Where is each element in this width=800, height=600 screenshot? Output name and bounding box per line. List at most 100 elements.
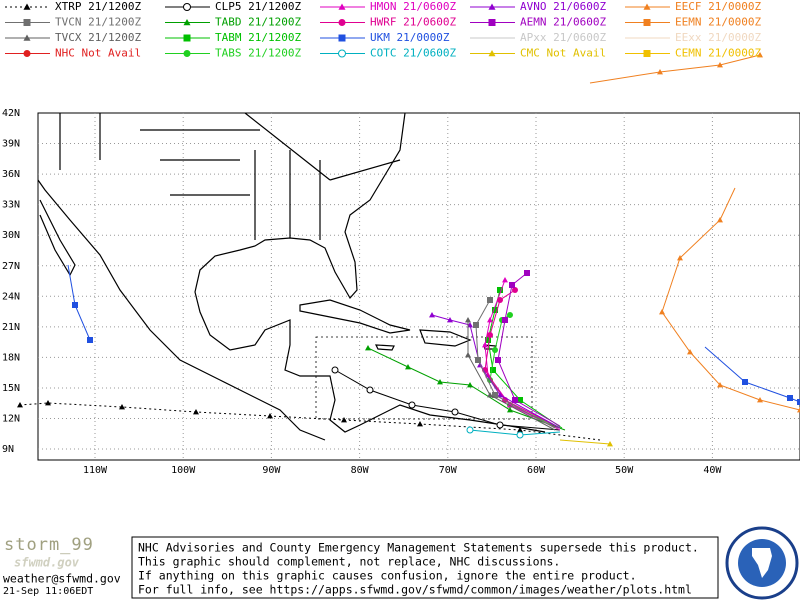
marker: [492, 392, 498, 398]
marker: [45, 400, 51, 406]
legend-label: EEMN 21/0000Z: [675, 16, 761, 29]
legend: XTRP 21/1200Z CLP5 21/1200Z HMON 21/0600Z A…: [5, 0, 761, 60]
marker: [331, 366, 339, 374]
map-frame: [37, 112, 800, 461]
marker: [341, 417, 347, 423]
notice-box: [131, 536, 719, 599]
marker: [717, 62, 723, 68]
legend-label: TABM 21/1200Z: [215, 31, 301, 44]
marker: [467, 382, 473, 388]
track: [431, 314, 561, 429]
lat-label: 9N: [2, 444, 14, 455]
zone-box: [315, 336, 533, 420]
track: [589, 54, 761, 84]
logo: [725, 526, 799, 600]
marker: [607, 441, 613, 447]
track: [367, 347, 566, 431]
lat-label: 39N: [2, 139, 20, 150]
legend-label: TABS 21/1200Z: [215, 47, 301, 60]
email: weather@sfwmd.gov: [3, 572, 121, 586]
marker: [447, 317, 453, 323]
marker: [512, 287, 518, 293]
marker: [757, 52, 763, 58]
marker: [437, 379, 443, 385]
marker: [497, 392, 503, 398]
legend-label: CLP5 21/1200Z: [215, 0, 301, 13]
brand: storm_99: [4, 535, 94, 555]
marker: [502, 277, 508, 283]
marker: [408, 401, 416, 409]
marker: [495, 357, 501, 363]
marker: [717, 382, 723, 388]
marker: [183, 34, 191, 42]
marker: [497, 297, 503, 303]
track: [559, 439, 611, 445]
notice-line: This graphic should complement, not repl…: [138, 555, 560, 569]
lon-label: 110W: [83, 465, 108, 476]
marker: [267, 413, 273, 419]
marker: [757, 397, 763, 403]
marker: [87, 337, 93, 343]
marker: [183, 50, 191, 57]
marker: [417, 421, 423, 427]
marker: [797, 399, 800, 405]
marker: [338, 3, 346, 10]
marker: [509, 282, 515, 288]
legend-label: EExx 21/0000Z: [675, 31, 761, 44]
marker: [465, 352, 471, 358]
legend-label: HMON 21/0600Z: [370, 0, 456, 13]
lat-label: 21N: [2, 322, 20, 333]
marker: [643, 19, 651, 26]
marker: [717, 217, 723, 223]
axis-labels: 42N 39N 36N 33N 30N 27N 24N 21N 18N 15N 12N 9N 110W 1…: [2, 108, 722, 476]
legend-label: HWRF 21/0600Z: [370, 16, 456, 29]
marker: [487, 392, 493, 398]
lon-label: 50W: [615, 465, 634, 476]
marker: [497, 287, 503, 293]
marker: [487, 332, 493, 338]
marker: [507, 407, 513, 413]
marker: [119, 404, 125, 410]
marker: [516, 431, 524, 439]
marker: [338, 49, 346, 58]
marker: [488, 19, 496, 26]
track: [704, 346, 800, 403]
legend-label: TVCX 21/1200Z: [55, 31, 141, 44]
marker: [643, 50, 651, 57]
marker: [657, 69, 663, 75]
marker: [482, 342, 488, 348]
marker: [507, 312, 513, 318]
legend-label: UKM 21/0000Z: [370, 31, 450, 44]
marker: [487, 317, 493, 323]
marker: [338, 34, 346, 42]
marker: [488, 50, 496, 57]
marker: [492, 347, 498, 353]
lat-label: 42N: [2, 108, 20, 119]
lat-label: 24N: [2, 291, 20, 302]
tracks: [17, 52, 800, 447]
notice-line: For full info, see https://apps.sfwmd.go…: [138, 583, 692, 597]
lon-label: 70W: [439, 465, 458, 476]
legend-label: CMC Not Avail: [520, 47, 606, 60]
lat-label: 33N: [2, 200, 20, 211]
marker: [517, 397, 523, 403]
marker: [23, 3, 31, 10]
marker: [487, 297, 493, 303]
marker: [465, 317, 471, 323]
marker: [17, 402, 23, 408]
marker: [23, 50, 31, 57]
legend-label: APxx 21/0600Z: [520, 31, 606, 44]
track: [467, 320, 556, 431]
lon-label: 40W: [703, 465, 722, 476]
legend-label: AVNO 21/0600Z: [520, 0, 606, 13]
marker: [183, 19, 191, 26]
marker: [502, 317, 508, 323]
track: [487, 289, 563, 429]
marker: [475, 357, 481, 363]
legend-label: TVCN 21/1200Z: [55, 16, 141, 29]
marker: [512, 397, 518, 403]
marker: [72, 302, 78, 308]
marker: [492, 307, 498, 313]
notice-line: NHC Advisories and County Emergency Mana…: [138, 541, 699, 555]
